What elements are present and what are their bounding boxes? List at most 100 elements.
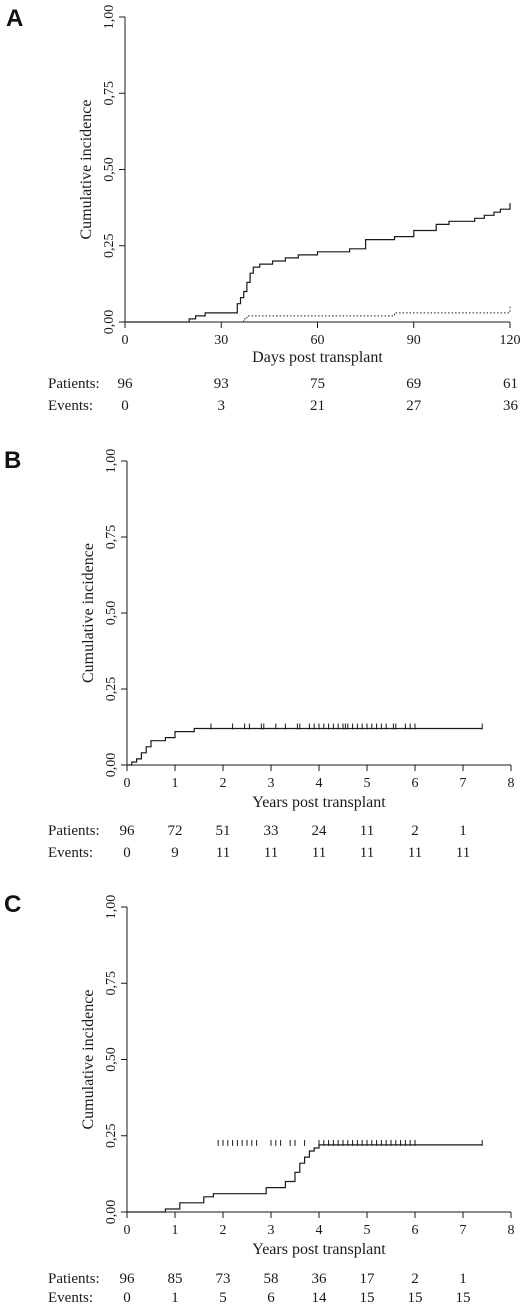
panel-b-risk-row-label: Events: (48, 845, 93, 861)
panel-c-risk-value: 36 (312, 1271, 328, 1287)
panel-a-risk-value: 27 (406, 398, 422, 414)
panel-a-y-tick-label: 0,50 (102, 157, 117, 182)
panel-c: C 0,00 0,25 0,50 0,75 1,00 0 1 2 3 4 5 6 7 8 Years pos… (4, 891, 515, 1304)
panel-c-y-tick-label: 0,25 (104, 1124, 119, 1149)
panel-c-y-tick-label: 0,50 (104, 1047, 119, 1072)
panel-a-y-tick-label: 1,00 (102, 5, 117, 30)
panel-a-risk-value: 93 (214, 376, 229, 392)
panel-b-risk-value: 11 (408, 845, 422, 861)
panel-a-y-tick-label: 0,00 (102, 310, 117, 335)
panel-c-x-tick-label: 8 (508, 1223, 515, 1238)
panel-c-series-1-line (127, 1144, 483, 1213)
panel-c-x-tick-label: 5 (364, 1223, 371, 1238)
panel-c-risk-value: 5 (219, 1290, 227, 1304)
panel-c-letter: C (4, 891, 21, 918)
panel-c-y-tick-label: 0,00 (104, 1200, 119, 1225)
panel-a-risk-value: 3 (218, 398, 226, 414)
panel-a-y-tick-label: 0,25 (102, 234, 117, 259)
panel-b-risk-value: 11 (456, 845, 470, 861)
panel-b-y-tick-label: 0,75 (104, 525, 119, 550)
panel-c-risk-value: 73 (216, 1271, 231, 1287)
panel-a-x-tick-label: 30 (214, 333, 228, 348)
panel-c-risk-value: 0 (123, 1290, 131, 1304)
panel-b-risk-value: 96 (120, 823, 136, 839)
panel-b-risk-value: 11 (360, 823, 374, 839)
panel-b-risk-value: 51 (216, 823, 231, 839)
panel-b-y-axis-title: Cumulative incidence (80, 543, 97, 683)
panel-b-x-tick-label: 2 (220, 776, 227, 791)
panel-a-risk-row-label: Patients: (48, 376, 100, 392)
panel-c-risk-value: 15 (408, 1290, 423, 1304)
panel-c-risk-value: 96 (120, 1271, 136, 1287)
panel-b-risk-value: 1 (459, 823, 467, 839)
panel-b-series-1-line (127, 727, 483, 766)
panel-c-x-tick-label: 0 (124, 1223, 131, 1238)
panel-c-risk-value: 14 (312, 1290, 328, 1304)
panel-b: B 0,00 0,25 0,50 0,75 1,00 0 1 2 3 4 5 6 7 8 Years pos… (4, 447, 515, 861)
panel-a-risk-row-label: Events: (48, 398, 93, 414)
panel-b-x-tick-label: 6 (412, 776, 419, 791)
panel-b-risk-value: 0 (123, 845, 131, 861)
panel-c-y-tick-label: 0,75 (104, 971, 119, 996)
panel-a-x-tick-label: 90 (407, 333, 421, 348)
panel-c-risk-value: 1 (171, 1290, 179, 1304)
panel-b-letter: B (4, 447, 21, 474)
panel-a-x-tick-label: 60 (311, 333, 325, 348)
panel-b-risk-value: 11 (264, 845, 278, 861)
panel-b-risk-value: 9 (171, 845, 179, 861)
panel-b-x-tick-label: 0 (124, 776, 131, 791)
panel-c-risk-row-label: Patients: (48, 1271, 100, 1287)
panel-b-risk-value: 24 (312, 823, 328, 839)
panel-c-risk-value: 17 (360, 1271, 376, 1287)
panel-c-x-tick-label: 4 (316, 1223, 323, 1238)
panel-a-x-axis-title: Days post transplant (252, 349, 383, 366)
panel-a-series-2-line (243, 306, 511, 322)
panel-a-y-axis-title: Cumulative incidence (78, 100, 95, 240)
panel-a-risk-value: 75 (310, 376, 325, 392)
panel-b-risk-value: 11 (312, 845, 326, 861)
panel-c-risk-value: 85 (168, 1271, 183, 1287)
panel-b-y-tick-label: 1,00 (104, 449, 119, 474)
panel-c-x-tick-label: 3 (268, 1223, 275, 1238)
panel-b-x-tick-label: 1 (172, 776, 179, 791)
panel-b-y-tick-label: 0,50 (104, 601, 119, 626)
panel-c-risk-value: 15 (360, 1290, 375, 1304)
panel-c-x-axis-title: Years post transplant (252, 1241, 386, 1258)
panel-a-risk-value: 61 (503, 376, 518, 392)
panel-b-risk-value: 72 (168, 823, 183, 839)
panel-b-x-tick-label: 4 (316, 776, 323, 791)
panel-a-letter: A (6, 5, 23, 32)
panel-c-x-tick-label: 7 (460, 1223, 467, 1238)
panel-b-y-tick-label: 0,00 (104, 753, 119, 778)
panel-c-x-tick-label: 1 (172, 1223, 179, 1238)
panel-b-x-tick-label: 5 (364, 776, 371, 791)
panel-a-x-tick-label: 0 (122, 333, 129, 348)
panel-c-x-tick-label: 2 (220, 1223, 227, 1238)
panel-c-risk-value: 15 (456, 1290, 471, 1304)
panel-b-risk-value: 11 (360, 845, 374, 861)
panel-a-risk-value: 36 (503, 398, 519, 414)
panel-c-y-axis-title: Cumulative incidence (80, 990, 97, 1130)
panel-a-series-1-line (125, 203, 511, 323)
panel-b-risk-value: 11 (216, 845, 230, 861)
panel-c-risk-row-label: Events: (48, 1290, 93, 1304)
panel-c-risk-value: 2 (411, 1271, 419, 1287)
panel-a-risk-value: 96 (118, 376, 134, 392)
panel-b-x-tick-label: 3 (268, 776, 275, 791)
panel-a-y-tick-label: 0,75 (102, 81, 117, 106)
panel-b-y-tick-label: 0,25 (104, 677, 119, 702)
panel-a-risk-value: 0 (121, 398, 129, 414)
panel-c-y-tick-label: 1,00 (104, 895, 119, 920)
panel-a-x-tick-label: 120 (500, 333, 520, 348)
panel-c-risk-value: 1 (459, 1271, 467, 1287)
panel-b-x-tick-label: 8 (508, 776, 515, 791)
panel-c-risk-value: 58 (264, 1271, 279, 1287)
panel-b-risk-value: 33 (264, 823, 279, 839)
panel-b-risk-row-label: Patients: (48, 823, 100, 839)
panel-b-x-axis-title: Years post transplant (252, 794, 386, 811)
panel-b-risk-value: 2 (411, 823, 419, 839)
panel-a-risk-value: 69 (406, 376, 421, 392)
panel-c-x-tick-label: 6 (412, 1223, 419, 1238)
